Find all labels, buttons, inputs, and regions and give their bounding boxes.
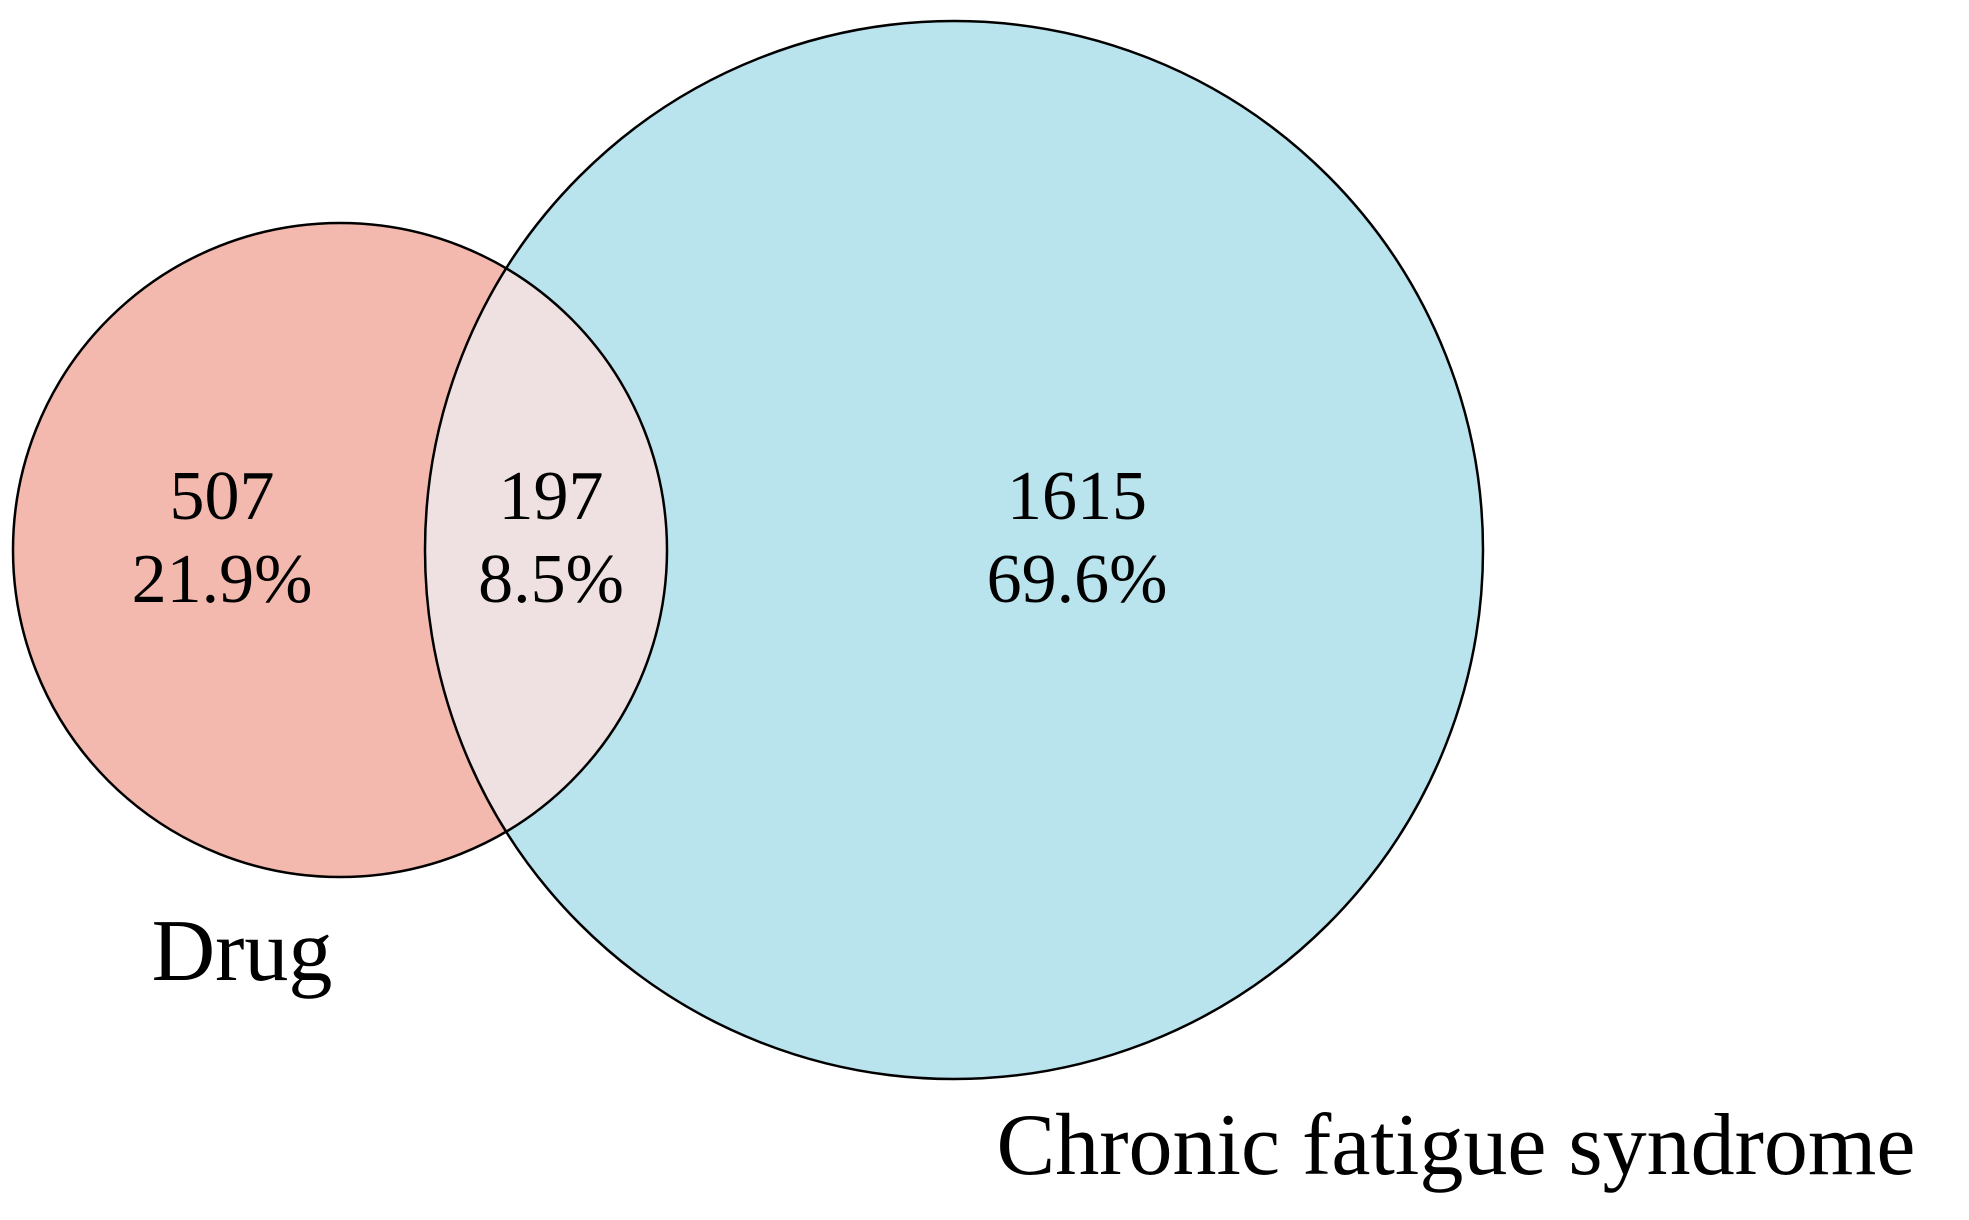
region-percentage: 8.5% bbox=[478, 541, 624, 618]
set-label: Drug bbox=[152, 903, 333, 1000]
set-outline bbox=[423, 19, 1485, 1081]
set-label: Chronic fatigue syndrome bbox=[997, 1097, 1916, 1194]
region-count: 507 bbox=[170, 458, 275, 535]
region-count: 1615 bbox=[1007, 458, 1147, 535]
overlap-region bbox=[425, 268, 667, 832]
region-count: 197 bbox=[499, 458, 604, 535]
set-circle bbox=[425, 21, 1483, 1079]
region-percentage: 69.6% bbox=[987, 541, 1168, 618]
region-percentage: 21.9% bbox=[132, 541, 313, 618]
set-outline bbox=[11, 221, 669, 879]
